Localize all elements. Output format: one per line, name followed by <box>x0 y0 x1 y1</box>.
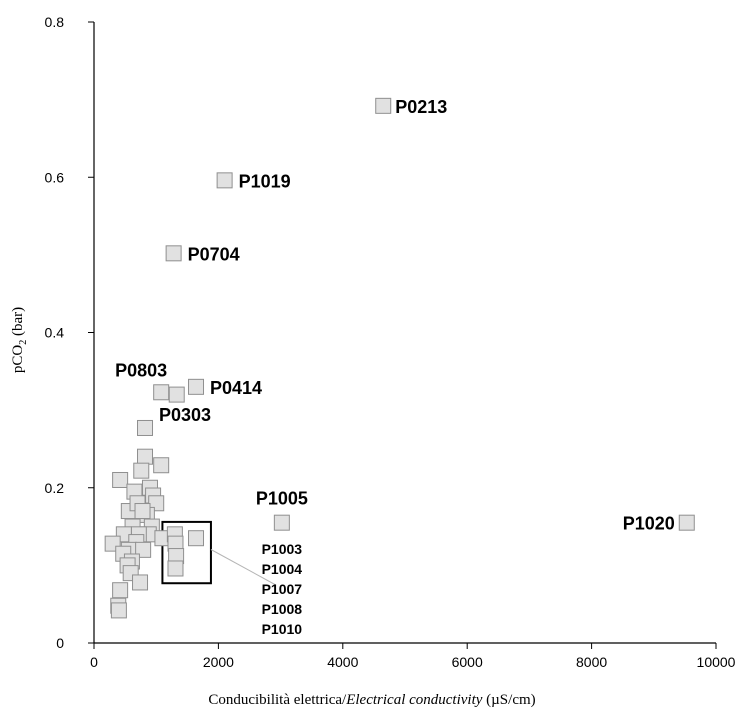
point-label-p0213: P0213 <box>395 97 447 117</box>
data-point <box>168 386 185 403</box>
x-tick-label: 6000 <box>452 654 483 670</box>
box-label-p1003: P1003 <box>262 541 303 557</box>
point-label-p0303: P0303 <box>159 405 211 425</box>
x-axis-title: Conducibilità elettrica/Electrical condu… <box>208 692 535 708</box>
point-label-p0414: P0414 <box>210 378 262 398</box>
y-tick-label: 0.4 <box>45 325 65 341</box>
data-point <box>132 574 149 591</box>
box-label-p1004: P1004 <box>262 561 303 577</box>
cluster-leader-line <box>210 549 277 586</box>
y-tick-label: 0.6 <box>45 169 65 185</box>
x-tick-label: 2000 <box>203 654 234 670</box>
data-point-p1020 <box>678 514 695 531</box>
data-point <box>112 471 129 488</box>
point-label-p1005: P1005 <box>256 489 308 509</box>
point-label-p1020: P1020 <box>623 514 675 534</box>
point-label-p1019: P1019 <box>239 171 291 191</box>
box-label-p1007: P1007 <box>262 581 303 597</box>
x-tick-label: 8000 <box>576 654 607 670</box>
y-axis-title: pCO2 (bar) <box>10 307 29 373</box>
box-label-p1008: P1008 <box>262 601 303 617</box>
point-labels: P0213 P1019 P0704 P0803 P0414 P0303 P1005 P1020 <box>115 97 675 534</box>
y-tick-label: 0.2 <box>45 480 65 496</box>
data-point-p0414 <box>188 378 205 395</box>
data-points <box>104 97 695 619</box>
point-label-p0803: P0803 <box>115 360 167 380</box>
point-label-p0704: P0704 <box>188 244 240 264</box>
data-point <box>134 503 151 520</box>
x-tick-label: 0 <box>90 654 98 670</box>
box-label-p1010: P1010 <box>262 621 303 637</box>
y-tick-label: 0.8 <box>45 14 65 30</box>
cluster-highlight-box <box>161 520 212 585</box>
data-point <box>153 457 170 474</box>
data-point <box>133 462 150 479</box>
y-tick-label: 0 <box>56 635 64 651</box>
x-tick-label: 10000 <box>697 654 736 670</box>
data-point <box>167 560 184 577</box>
x-tick-label: 4000 <box>327 654 358 670</box>
data-point <box>112 582 129 599</box>
data-point <box>137 448 154 465</box>
data-point-p1019 <box>216 172 233 189</box>
cluster-box-group: P1003 P1004 P1007 P1008 P1010 <box>161 520 303 637</box>
data-point-p0803 <box>153 384 170 401</box>
data-point-p1005 <box>273 514 290 531</box>
data-point-p0303 <box>137 419 154 436</box>
data-point <box>110 602 127 619</box>
axis-ticks: 0 2000 4000 6000 8000 10000 0 0.2 0.4 0.6 0.8 <box>45 14 736 670</box>
data-point-p0704 <box>165 245 182 262</box>
data-point-p0213 <box>375 97 392 114</box>
data-point <box>188 530 205 547</box>
